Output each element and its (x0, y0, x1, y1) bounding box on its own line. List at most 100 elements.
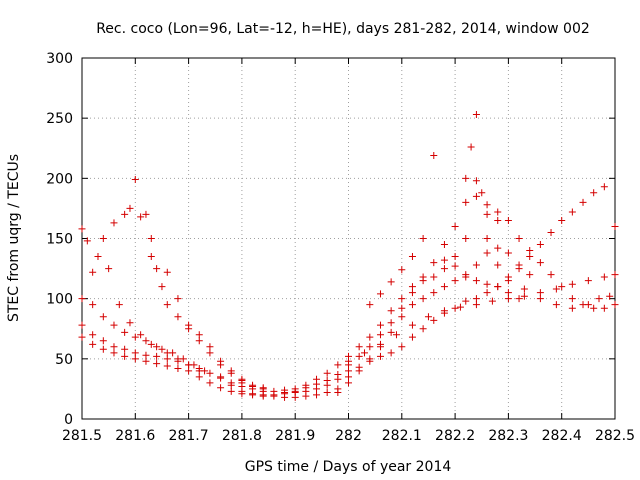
grid (82, 58, 615, 419)
data-point (504, 289, 512, 297)
data-point (483, 210, 491, 218)
data-point (227, 367, 235, 375)
data-point (249, 381, 257, 389)
data-point (126, 204, 134, 212)
data-point (185, 321, 193, 329)
data-point (121, 328, 129, 336)
data-point (217, 373, 225, 381)
data-point (387, 278, 395, 286)
data-point (536, 295, 544, 303)
data-point (526, 253, 534, 261)
data-point (115, 301, 123, 309)
data-point (462, 235, 470, 242)
data-point (163, 301, 171, 309)
data-point (451, 262, 459, 270)
data-point (536, 241, 544, 249)
data-point (483, 201, 491, 209)
data-point (440, 241, 448, 249)
data-points (78, 111, 619, 401)
data-point (345, 373, 352, 381)
series-arc-1 (78, 225, 209, 375)
y-tick-labels: 0 50 100 150 200 250 300 (46, 51, 73, 428)
data-point (195, 337, 203, 345)
data-point (110, 343, 118, 351)
data-point (153, 265, 161, 273)
series-arc-2 (89, 176, 257, 391)
data-point (488, 297, 496, 305)
x-tick-label: 282.2 (435, 428, 475, 444)
y-tick-label: 100 (46, 292, 73, 308)
data-point (142, 210, 150, 218)
data-point (163, 268, 171, 276)
data-point (206, 343, 214, 351)
data-point (398, 295, 406, 303)
data-point (376, 321, 384, 329)
data-point (558, 216, 566, 224)
data-point (131, 176, 139, 184)
data-point (494, 261, 502, 269)
data-point (217, 357, 225, 365)
data-point (89, 331, 97, 339)
data-point (313, 375, 321, 383)
x-tick-labels: 281.5 281.6 281.7 281.8 281.9 282 282.1 282.2 28… (62, 428, 635, 444)
data-point (360, 349, 368, 357)
data-point (110, 321, 118, 329)
data-point (467, 143, 475, 151)
data-point (345, 357, 352, 365)
data-point (387, 349, 395, 357)
data-point (259, 391, 267, 399)
data-point (462, 297, 470, 305)
y-tick-label: 200 (46, 171, 73, 187)
data-point (376, 352, 384, 360)
data-point (131, 355, 139, 363)
data-point (366, 333, 374, 341)
data-point (376, 331, 384, 339)
data-point (504, 249, 512, 257)
x-tick-label: 281.5 (62, 428, 102, 444)
data-point (334, 389, 342, 397)
data-point (568, 208, 576, 216)
data-point (584, 301, 592, 309)
data-point (472, 111, 480, 119)
data-point (398, 313, 406, 321)
series-arc-6 (147, 253, 352, 397)
data-point (547, 271, 555, 279)
series-arc-13 (462, 111, 614, 312)
data-point (99, 313, 107, 321)
data-point (430, 289, 438, 297)
data-point (142, 351, 150, 359)
data-point (472, 295, 480, 303)
data-point (158, 283, 166, 291)
data-point (472, 261, 480, 269)
data-point (249, 390, 257, 398)
data-point (483, 249, 491, 257)
data-point (345, 379, 352, 387)
x-tick-label: 282 (335, 428, 362, 444)
data-point (408, 253, 416, 261)
data-point (131, 349, 139, 357)
data-point (174, 364, 182, 372)
data-point (206, 349, 214, 357)
data-point (323, 369, 331, 377)
series-arc-11 (345, 271, 619, 365)
data-point (552, 301, 560, 309)
data-point (515, 235, 523, 242)
data-point (515, 265, 523, 273)
data-point (392, 331, 400, 339)
data-point (153, 343, 161, 351)
data-point (504, 273, 512, 281)
y-tick-label: 250 (46, 111, 73, 127)
data-point (94, 253, 102, 261)
data-point (185, 361, 193, 369)
data-point (121, 210, 129, 218)
data-point (398, 343, 406, 351)
data-point (302, 381, 310, 389)
data-point (206, 369, 214, 377)
x-tick-label: 282.5 (595, 428, 635, 444)
data-point (398, 266, 406, 274)
data-point (568, 304, 576, 312)
data-point (99, 345, 107, 353)
x-tick-label: 282.4 (542, 428, 582, 444)
data-point (440, 283, 448, 291)
